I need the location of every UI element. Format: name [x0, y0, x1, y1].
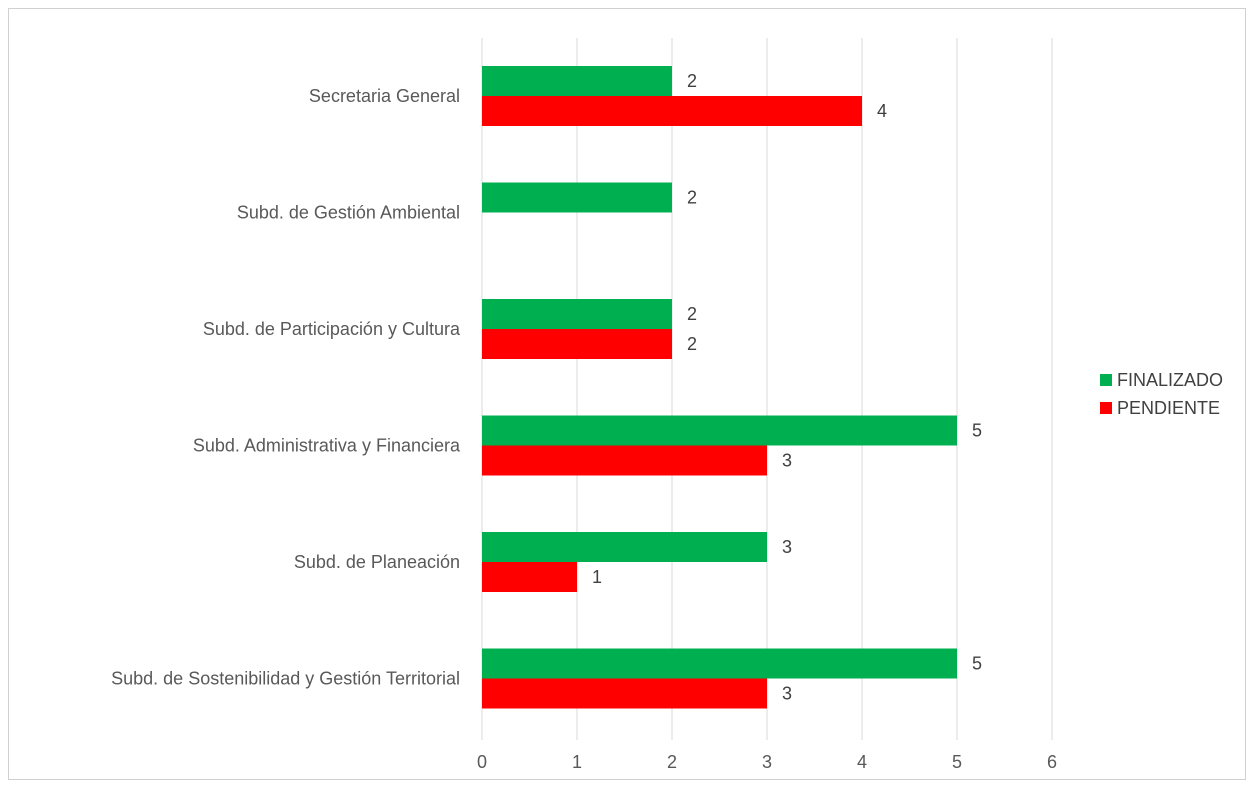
- category-labels: Secretaria General Subd. de Gestión Ambie…: [111, 86, 461, 689]
- category-label: Secretaria General: [309, 86, 460, 106]
- category-label: Subd. Administrativa y Financiera: [193, 436, 461, 456]
- data-label: 4: [877, 101, 887, 121]
- data-label: 3: [782, 451, 792, 471]
- legend-label: FINALIZADO: [1117, 370, 1223, 390]
- x-tick-label: 3: [762, 752, 772, 772]
- data-label: 5: [972, 421, 982, 441]
- x-tick-label: 5: [952, 752, 962, 772]
- data-label: 3: [782, 684, 792, 704]
- legend-label: PENDIENTE: [1117, 398, 1220, 418]
- bar-pendiente: [482, 329, 672, 359]
- bars: [482, 66, 957, 709]
- legend: FINALIZADO PENDIENTE: [1100, 370, 1223, 418]
- category-label: Subd. de Sostenibilidad y Gestión Territ…: [111, 669, 460, 689]
- bar-finalizado: [482, 648, 957, 679]
- legend-swatch-finalizado: [1100, 374, 1112, 386]
- bar-finalizado: [482, 182, 672, 213]
- data-label: 1: [592, 567, 602, 587]
- x-tick-label: 1: [572, 752, 582, 772]
- data-label: 2: [687, 71, 697, 91]
- x-tick-labels: 0 1 2 3 4 5 6: [477, 752, 1057, 772]
- category-label: Subd. de Planeación: [294, 552, 460, 572]
- gridlines: [481, 38, 1053, 740]
- data-label: 2: [687, 188, 697, 208]
- x-tick-label: 0: [477, 752, 487, 772]
- bar-pendiente: [482, 562, 577, 592]
- category-label: Subd. de Gestión Ambiental: [237, 203, 460, 223]
- category-label: Subd. de Participación y Cultura: [203, 319, 461, 339]
- value-labels: 2 4 2 2 2 5 3 3 1 5 3: [592, 71, 982, 704]
- x-tick-label: 6: [1047, 752, 1057, 772]
- bar-finalizado: [482, 415, 957, 446]
- data-label: 5: [972, 654, 982, 674]
- legend-swatch-pendiente: [1100, 402, 1112, 414]
- bar-finalizado: [482, 532, 767, 562]
- data-label: 2: [687, 304, 697, 324]
- x-tick-label: 2: [667, 752, 677, 772]
- bar-pendiente: [482, 678, 767, 709]
- bar-finalizado: [482, 66, 672, 96]
- bar-pendiente: [482, 445, 767, 476]
- x-tick-label: 4: [857, 752, 867, 772]
- data-label: 3: [782, 537, 792, 557]
- data-label: 2: [687, 334, 697, 354]
- bar-pendiente: [482, 96, 862, 126]
- bar-finalizado: [482, 299, 672, 329]
